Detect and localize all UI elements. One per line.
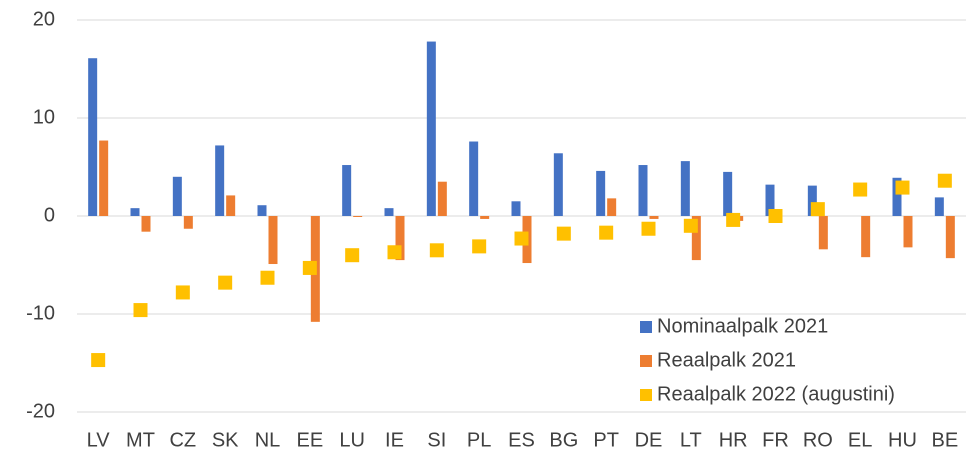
- bar: [88, 58, 98, 216]
- legend-label: Reaalpalk 2021: [657, 349, 796, 371]
- bar: [723, 171, 733, 216]
- square-marker: [599, 225, 614, 240]
- bar: [469, 141, 479, 216]
- bar: [691, 216, 701, 261]
- square-marker: [260, 270, 275, 285]
- square-marker: [218, 275, 233, 290]
- bar: [426, 41, 436, 217]
- y-tick-label: 0: [44, 204, 55, 226]
- square-marker: [472, 239, 487, 254]
- bar: [861, 216, 871, 258]
- legend-swatch: [640, 355, 652, 367]
- bar: [384, 208, 394, 216]
- bar: [226, 195, 236, 216]
- y-tick-label: -20: [26, 400, 55, 422]
- square-marker: [937, 173, 952, 188]
- square-marker: [768, 209, 783, 223]
- square-marker: [853, 182, 868, 197]
- square-marker: [810, 202, 825, 217]
- bar: [141, 216, 151, 232]
- legend-label: Reaalpalk 2022 (augustini): [657, 383, 895, 405]
- x-tick-label: LT: [680, 429, 702, 451]
- legend-swatch: [640, 321, 652, 333]
- bar: [596, 170, 606, 216]
- x-tick-label: LU: [339, 429, 365, 451]
- legend-label: Nominaalpalk 2021: [657, 315, 828, 337]
- bar: [183, 216, 193, 229]
- x-tick-label: BE: [931, 429, 958, 451]
- y-tick-label: 10: [33, 106, 55, 128]
- square-marker: [683, 218, 698, 233]
- bar: [765, 184, 775, 216]
- bar: [638, 165, 648, 216]
- bar: [807, 185, 817, 216]
- x-tick-label: PT: [593, 429, 619, 451]
- bar: [607, 198, 617, 216]
- x-tick-label: SI: [427, 429, 446, 451]
- y-tick-label: 20: [33, 8, 55, 30]
- x-tick-label: DE: [635, 429, 663, 451]
- x-tick-label: EL: [848, 429, 872, 451]
- bar: [945, 216, 955, 259]
- bar: [892, 177, 902, 216]
- square-marker: [895, 180, 910, 195]
- x-tick-label: RO: [803, 429, 833, 451]
- bar: [680, 161, 690, 216]
- x-tick-label: ES: [508, 429, 535, 451]
- bar: [130, 208, 140, 216]
- bar: [649, 216, 659, 219]
- square-marker: [133, 303, 148, 318]
- bar: [257, 205, 267, 216]
- bar: [215, 145, 225, 216]
- x-tick-label: FR: [762, 429, 789, 451]
- bar: [511, 201, 521, 216]
- square-marker: [556, 226, 571, 241]
- square-marker: [726, 212, 741, 227]
- square-marker: [514, 231, 529, 246]
- x-tick-label: MT: [126, 429, 155, 451]
- bar: [99, 140, 109, 216]
- legend-swatch: [640, 389, 652, 401]
- bar: [818, 216, 828, 250]
- bar: [395, 216, 405, 261]
- square-marker: [345, 248, 360, 263]
- square-marker: [302, 260, 317, 275]
- bar: [903, 216, 913, 248]
- y-tick-label: -10: [26, 302, 55, 324]
- bar: [172, 176, 182, 216]
- bar: [934, 197, 944, 216]
- x-tick-label: SK: [212, 429, 239, 451]
- bar: [437, 181, 447, 216]
- bar: [553, 153, 563, 216]
- square-marker: [175, 285, 190, 300]
- square-marker: [429, 243, 444, 258]
- x-tick-label: HR: [719, 429, 748, 451]
- x-tick-label: NL: [255, 429, 281, 451]
- square-marker: [91, 353, 106, 368]
- square-marker: [641, 221, 656, 236]
- x-tick-label: HU: [888, 429, 917, 451]
- x-tick-label: EE: [296, 429, 323, 451]
- bar: [480, 216, 490, 219]
- bar: [342, 165, 352, 216]
- x-tick-label: IE: [385, 429, 404, 451]
- square-marker: [387, 245, 402, 260]
- x-tick-label: LV: [87, 429, 111, 451]
- x-tick-label: BG: [549, 429, 578, 451]
- x-tick-label: CZ: [169, 429, 196, 451]
- x-tick-label: PL: [467, 429, 491, 451]
- bar: [353, 216, 363, 217]
- bar: [268, 216, 278, 265]
